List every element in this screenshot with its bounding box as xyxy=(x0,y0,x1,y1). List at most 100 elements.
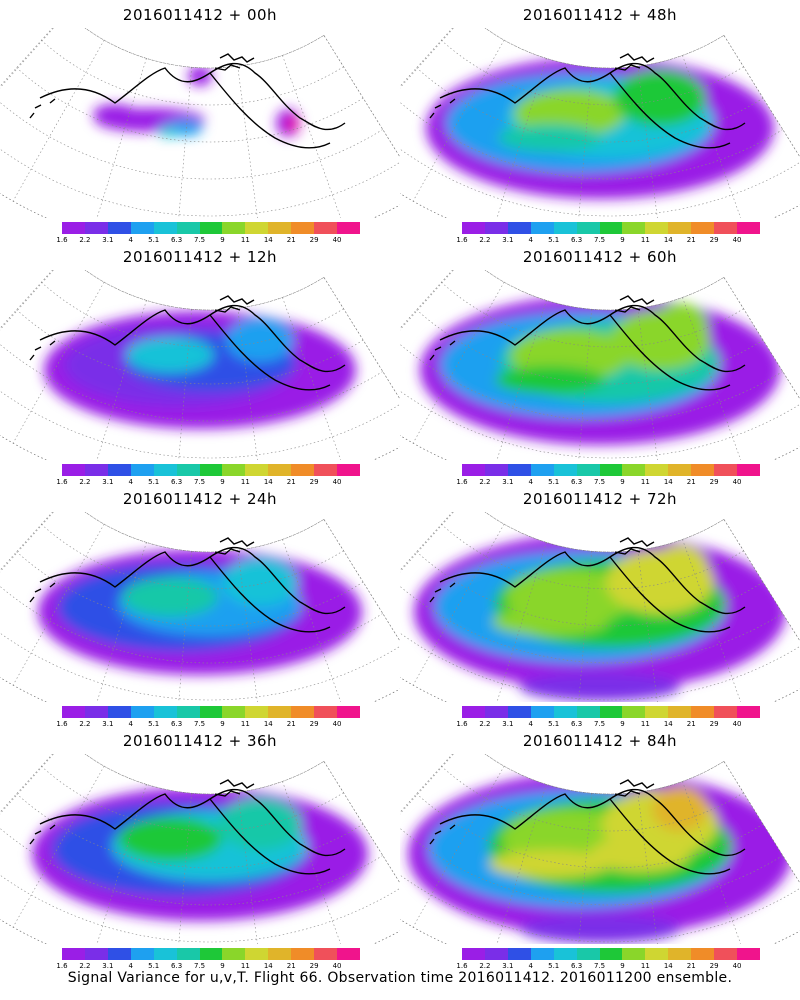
colorbar-label: 11 xyxy=(640,962,650,970)
colorbar-label: 29 xyxy=(309,478,319,486)
map-panel: 2016011412 + 24h 1.6 2.2 3.1 4 5.1 6.3 7.5 9 11 14… xyxy=(0,484,400,729)
colorbar-label: 11 xyxy=(240,236,250,244)
colorbar-label: 1.6 xyxy=(56,236,68,244)
colorbar-label: 1.6 xyxy=(456,962,468,970)
colorbar-label: 5.1 xyxy=(548,478,560,486)
variance-blob xyxy=(158,125,178,137)
colorbar-label: 14 xyxy=(263,478,273,486)
colorbar-label: 21 xyxy=(686,478,696,486)
colorbar-segment xyxy=(645,464,669,476)
colorbar-segment xyxy=(462,222,485,234)
colorbar-label: 9 xyxy=(620,478,625,486)
colorbar-label: 6.3 xyxy=(571,962,583,970)
colorbar-segment xyxy=(268,948,292,960)
colorbar-segment xyxy=(576,464,600,476)
colorbar-segment xyxy=(314,706,338,718)
variance-blob xyxy=(286,116,298,132)
colorbar-segment xyxy=(599,222,623,234)
variance-blob xyxy=(118,817,222,861)
colorbar-segment xyxy=(714,948,738,960)
coastline xyxy=(29,537,346,633)
colorbar-segment xyxy=(553,464,577,476)
colorbar-segment xyxy=(337,948,360,960)
colorbar-label: 14 xyxy=(263,962,273,970)
colorbar-segment xyxy=(153,464,177,476)
colorbar-label: 5.1 xyxy=(148,962,160,970)
colorbar-labels: 1.6 2.2 3.1 4 5.1 6.3 7.5 9 11 14 21 29 40 xyxy=(52,720,370,730)
colorbar-label: 21 xyxy=(286,236,296,244)
colorbar-label: 7.5 xyxy=(193,720,206,728)
colorbar-label: 14 xyxy=(263,720,273,728)
colorbar-label: 40 xyxy=(732,236,742,244)
colorbar-label: 2.2 xyxy=(79,478,91,486)
colorbar-segment xyxy=(599,706,623,718)
map-panel: 2016011412 + 60h 1.6 2.2 3.1 4 5.1 6.3 7.5 9 11 14… xyxy=(400,242,800,487)
colorbar-segment xyxy=(484,222,508,234)
colorbar-segment xyxy=(107,464,131,476)
colorbar-segment xyxy=(314,948,338,960)
colorbar xyxy=(62,464,360,476)
colorbar-label: 2.2 xyxy=(79,720,91,728)
colorbar-labels: 1.6 2.2 3.1 4 5.1 6.3 7.5 9 11 14 21 29 40 xyxy=(52,478,370,488)
colorbar-segment xyxy=(714,706,738,718)
panel-title: 2016011412 + 36h xyxy=(122,732,278,750)
colorbar-segment xyxy=(645,222,669,234)
variance-blob xyxy=(226,318,294,362)
variance-map xyxy=(0,270,400,460)
graticule xyxy=(400,28,800,218)
variance-blob xyxy=(652,303,708,347)
colorbar-segment xyxy=(84,948,108,960)
colorbar-segment xyxy=(314,222,338,234)
colorbar-label: 11 xyxy=(640,236,650,244)
colorbar-segment xyxy=(553,222,577,234)
colorbar-label: 4 xyxy=(528,236,533,244)
colorbar-segment xyxy=(337,706,360,718)
colorbar-label: 9 xyxy=(220,962,225,970)
graticule xyxy=(0,28,400,218)
variance-blob xyxy=(218,798,302,850)
colorbar-label: 4 xyxy=(128,236,133,244)
colorbar-segment xyxy=(530,948,554,960)
colorbar-segment xyxy=(576,706,600,718)
colorbar-label: 6.3 xyxy=(171,236,183,244)
colorbar-label: 5.1 xyxy=(548,720,560,728)
colorbar-label: 3.1 xyxy=(102,720,114,728)
coastline xyxy=(29,295,346,391)
colorbar-label: 21 xyxy=(286,720,296,728)
colorbar-segment xyxy=(199,464,223,476)
colorbar-segment xyxy=(199,706,223,718)
variance-blob xyxy=(489,850,611,878)
colorbar-segment xyxy=(737,706,760,718)
colorbar-segment xyxy=(737,948,760,960)
map-panel: 2016011412 + 84h 1.6 2.2 3.1 4 5.1 6.3 7.5 9 11 14… xyxy=(400,726,800,971)
colorbar-segment xyxy=(268,464,292,476)
colorbar-segment xyxy=(130,706,154,718)
variance-blob xyxy=(93,104,137,124)
variance-map xyxy=(0,754,400,944)
panel-title: 2016011412 + 84h xyxy=(522,732,678,750)
colorbar-segment xyxy=(714,464,738,476)
colorbar-segment xyxy=(107,222,131,234)
colorbar-label: 40 xyxy=(732,478,742,486)
colorbar-label: 29 xyxy=(709,236,719,244)
colorbar-label: 7.5 xyxy=(593,236,606,244)
colorbar-segment xyxy=(176,948,200,960)
colorbar-label: 7.5 xyxy=(193,236,206,244)
colorbar-segment xyxy=(130,948,154,960)
map-panel: 2016011412 + 72h 1.6 2.2 3.1 4 5.1 6.3 7.5 9 11 14… xyxy=(400,484,800,729)
colorbar-segment xyxy=(507,948,531,960)
colorbar-label: 1.6 xyxy=(456,236,468,244)
colorbar-label: 40 xyxy=(732,962,742,970)
variance-map xyxy=(400,512,800,702)
colorbar-labels: 1.6 2.2 3.1 4 5.1 6.3 7.5 9 11 14 21 29 40 xyxy=(452,478,770,488)
colorbar-label: 21 xyxy=(686,236,696,244)
colorbar-label: 5.1 xyxy=(148,478,160,486)
colorbar-segment xyxy=(645,706,669,718)
colorbar-segment xyxy=(507,464,531,476)
variance-map xyxy=(0,28,400,218)
colorbar-segment xyxy=(268,706,292,718)
colorbar-segment xyxy=(222,948,246,960)
variance-blob xyxy=(520,915,680,943)
colorbar-label: 4 xyxy=(528,720,533,728)
colorbar-label: 4 xyxy=(528,962,533,970)
